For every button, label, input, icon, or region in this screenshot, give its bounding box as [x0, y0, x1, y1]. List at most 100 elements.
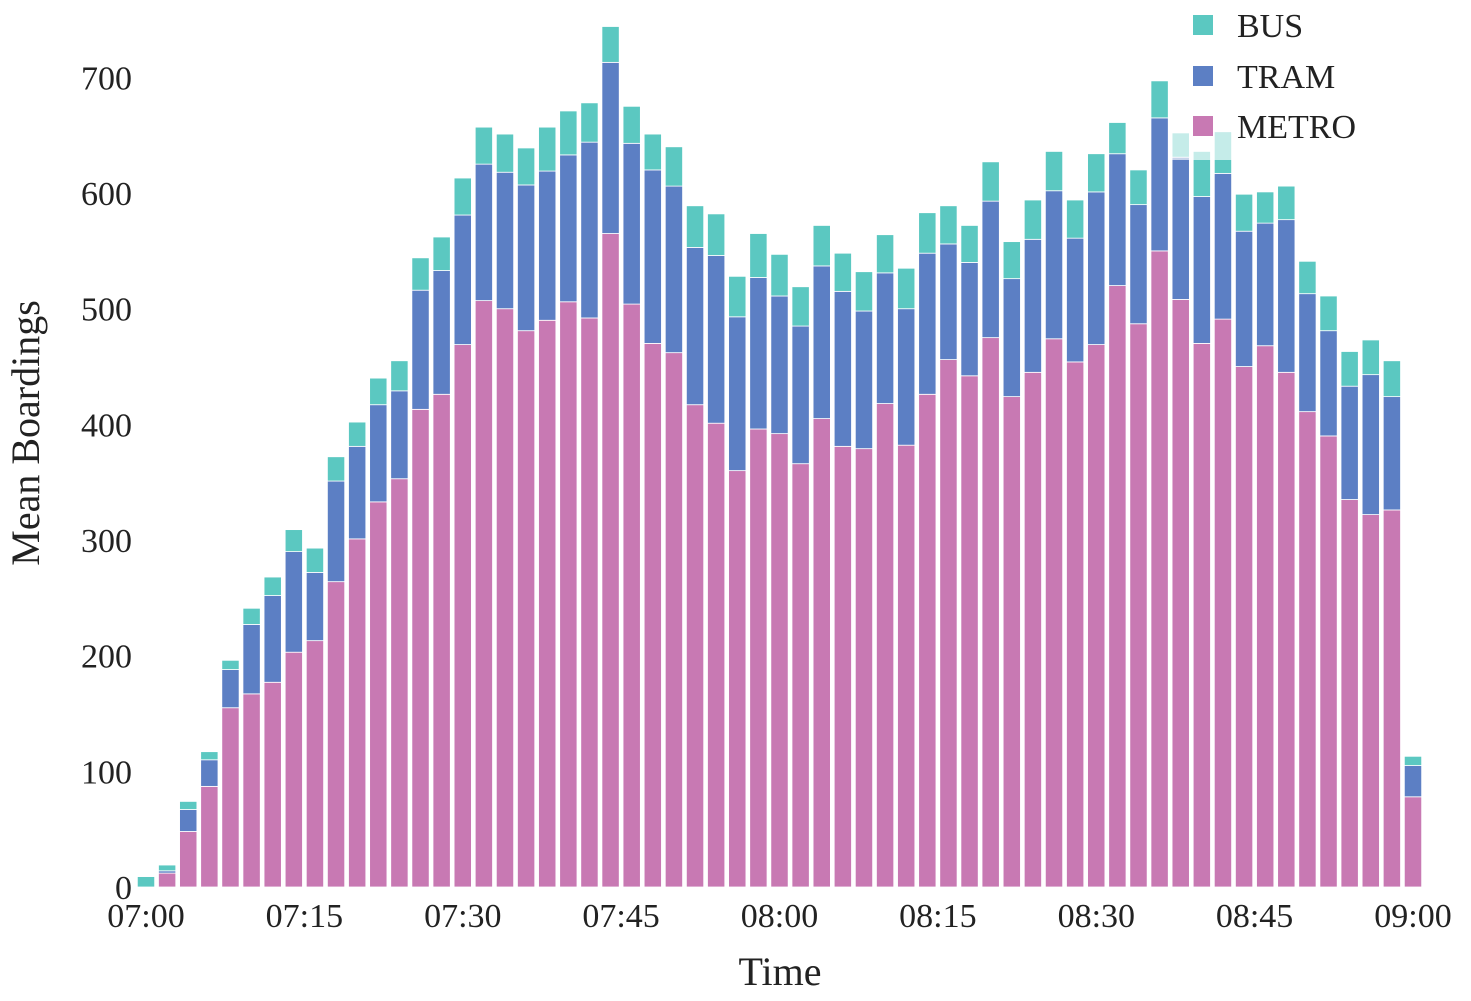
bar-metro-0810 — [876, 403, 895, 888]
bar-tram-0848 — [1277, 219, 1296, 373]
bar-metro-0750 — [664, 352, 683, 888]
bar-bus-0804 — [812, 225, 831, 267]
x-tick-label: 08:00 — [741, 898, 818, 935]
bar-metro-0724 — [390, 478, 409, 888]
bar-bus-0824 — [1023, 199, 1042, 240]
bar-bus-0800 — [770, 253, 789, 297]
bar-tram-0710 — [242, 624, 261, 695]
x-tick-label: 07:45 — [582, 898, 659, 935]
bar-tram-0830 — [1087, 191, 1106, 345]
bar-bus-0722 — [369, 377, 388, 406]
legend-swatch-metro — [1193, 116, 1213, 136]
bar-tram-0724 — [390, 390, 409, 480]
bar-bus-0730 — [453, 177, 472, 216]
bar-metro-0720 — [348, 538, 367, 888]
bar-tram-0808 — [854, 310, 874, 450]
y-tick-label: 700 — [81, 60, 132, 97]
bar-bus-0810 — [876, 234, 895, 274]
bar-bus-0748 — [643, 133, 662, 171]
bar-tram-0734 — [495, 171, 515, 310]
bar-bus-0848 — [1277, 185, 1296, 221]
bar-metro-0706 — [200, 785, 219, 888]
bar-bus-0708 — [221, 659, 240, 670]
bar-bus-0736 — [517, 147, 536, 186]
bar-bus-0812 — [897, 267, 916, 310]
bar-tram-0812 — [897, 308, 916, 446]
bar-metro-0830 — [1087, 344, 1106, 888]
bar-metro-0834 — [1129, 323, 1148, 888]
bar-bus-0834 — [1129, 169, 1148, 206]
bar-tram-0708 — [221, 669, 240, 709]
bar-bus-0716 — [305, 547, 324, 573]
bar-metro-0848 — [1277, 371, 1296, 888]
bar-metro-0808 — [854, 448, 874, 888]
bar-bus-0852 — [1319, 295, 1338, 332]
bar-tram-0858 — [1382, 396, 1401, 511]
bar-tram-0720 — [348, 445, 367, 540]
bar-metro-0732 — [474, 300, 493, 888]
bar-metro-0748 — [643, 343, 662, 888]
bar-tram-0714 — [284, 551, 303, 653]
bar-bus-0814 — [918, 212, 937, 254]
bar-tram-0806 — [833, 290, 852, 447]
bar-metro-0704 — [179, 831, 198, 888]
bar-tram-0850 — [1298, 293, 1317, 413]
bar-metro-0752 — [685, 404, 705, 888]
bar-metro-0740 — [559, 301, 578, 888]
legend-swatch-tram — [1193, 66, 1213, 86]
bar-tram-0704 — [179, 809, 198, 832]
bar-metro-0714 — [284, 651, 303, 888]
bar-tram-0900 — [1403, 765, 1423, 798]
bar-tram-0836 — [1150, 117, 1169, 252]
bar-metro-0758 — [749, 428, 768, 888]
bar-tram-0842 — [1213, 172, 1233, 320]
bar-bus-0732 — [474, 126, 493, 165]
bar-metro-0832 — [1108, 285, 1127, 888]
bar-bus-0846 — [1256, 191, 1275, 224]
bar-bus-0724 — [390, 360, 409, 392]
legend-label-tram: TRAM — [1237, 59, 1335, 96]
bar-bus-0818 — [960, 225, 979, 263]
bar-metro-0712 — [263, 681, 282, 888]
y-tick-label: 500 — [81, 292, 132, 329]
bar-tram-0712 — [263, 595, 282, 683]
bar-bus-0720 — [348, 421, 367, 447]
bar-bus-0710 — [242, 607, 261, 625]
bar-metro-0756 — [728, 470, 747, 888]
bar-tram-0728 — [432, 270, 451, 395]
bar-metro-0850 — [1298, 411, 1317, 888]
bar-metro-0852 — [1319, 435, 1338, 888]
bar-bus-0752 — [685, 205, 705, 248]
bar-metro-0726 — [411, 408, 430, 888]
bar-metro-0828 — [1066, 361, 1085, 888]
bar-metro-0804 — [812, 418, 831, 888]
bar-bus-0816 — [939, 205, 958, 245]
bar-bus-0850 — [1298, 260, 1317, 295]
x-axis-ticks: 07:00 07:15 07:30 07:45 08:00 08:15 08:30 08:45… — [107, 898, 1451, 935]
bar-metro-0728 — [432, 393, 451, 888]
bar-metro-0812 — [897, 444, 916, 888]
bar-tram-0738 — [538, 170, 557, 321]
bar-metro-0730 — [453, 344, 472, 888]
bar-bus-0742 — [580, 102, 599, 143]
bar-metro-0854 — [1340, 499, 1359, 888]
bar-bus-0844 — [1235, 193, 1254, 232]
bar-bus-0718 — [326, 456, 346, 482]
bar-tram-0752 — [685, 247, 705, 406]
bar-tram-0826 — [1044, 190, 1064, 340]
bar-bus-0808 — [854, 271, 874, 312]
bar-tram-0832 — [1108, 153, 1127, 286]
bar-tram-0834 — [1129, 204, 1148, 325]
bar-metro-0844 — [1235, 366, 1254, 888]
bar-metro-0710 — [242, 693, 261, 888]
bar-tram-0846 — [1256, 222, 1275, 347]
bar-bus-0714 — [284, 529, 303, 552]
bar-tram-0748 — [643, 169, 662, 344]
bar-bus-0704 — [179, 801, 198, 810]
bar-bus-0728 — [432, 236, 451, 271]
bar-tram-0804 — [812, 265, 831, 419]
bar-bus-0738 — [538, 126, 557, 172]
bar-metro-0856 — [1361, 514, 1380, 888]
bar-tram-0742 — [580, 141, 599, 319]
bar-metro-0744 — [601, 233, 620, 888]
